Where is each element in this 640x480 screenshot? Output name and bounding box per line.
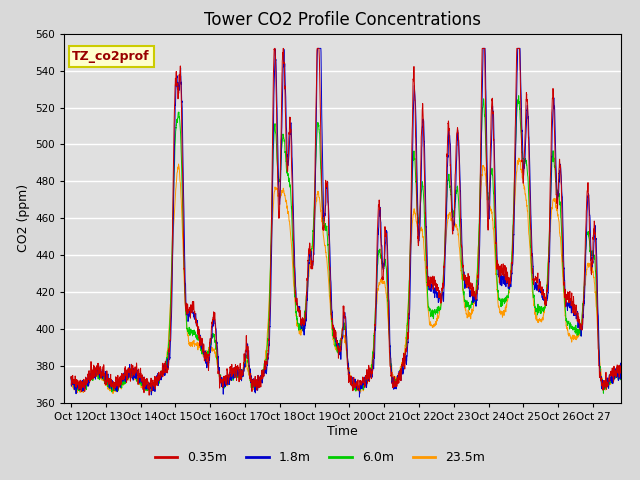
Title: Tower CO2 Profile Concentrations: Tower CO2 Profile Concentrations (204, 11, 481, 29)
X-axis label: Time: Time (327, 425, 358, 438)
Legend: 0.35m, 1.8m, 6.0m, 23.5m: 0.35m, 1.8m, 6.0m, 23.5m (150, 446, 490, 469)
Y-axis label: CO2 (ppm): CO2 (ppm) (17, 184, 29, 252)
Text: TZ_co2prof: TZ_co2prof (72, 50, 150, 63)
